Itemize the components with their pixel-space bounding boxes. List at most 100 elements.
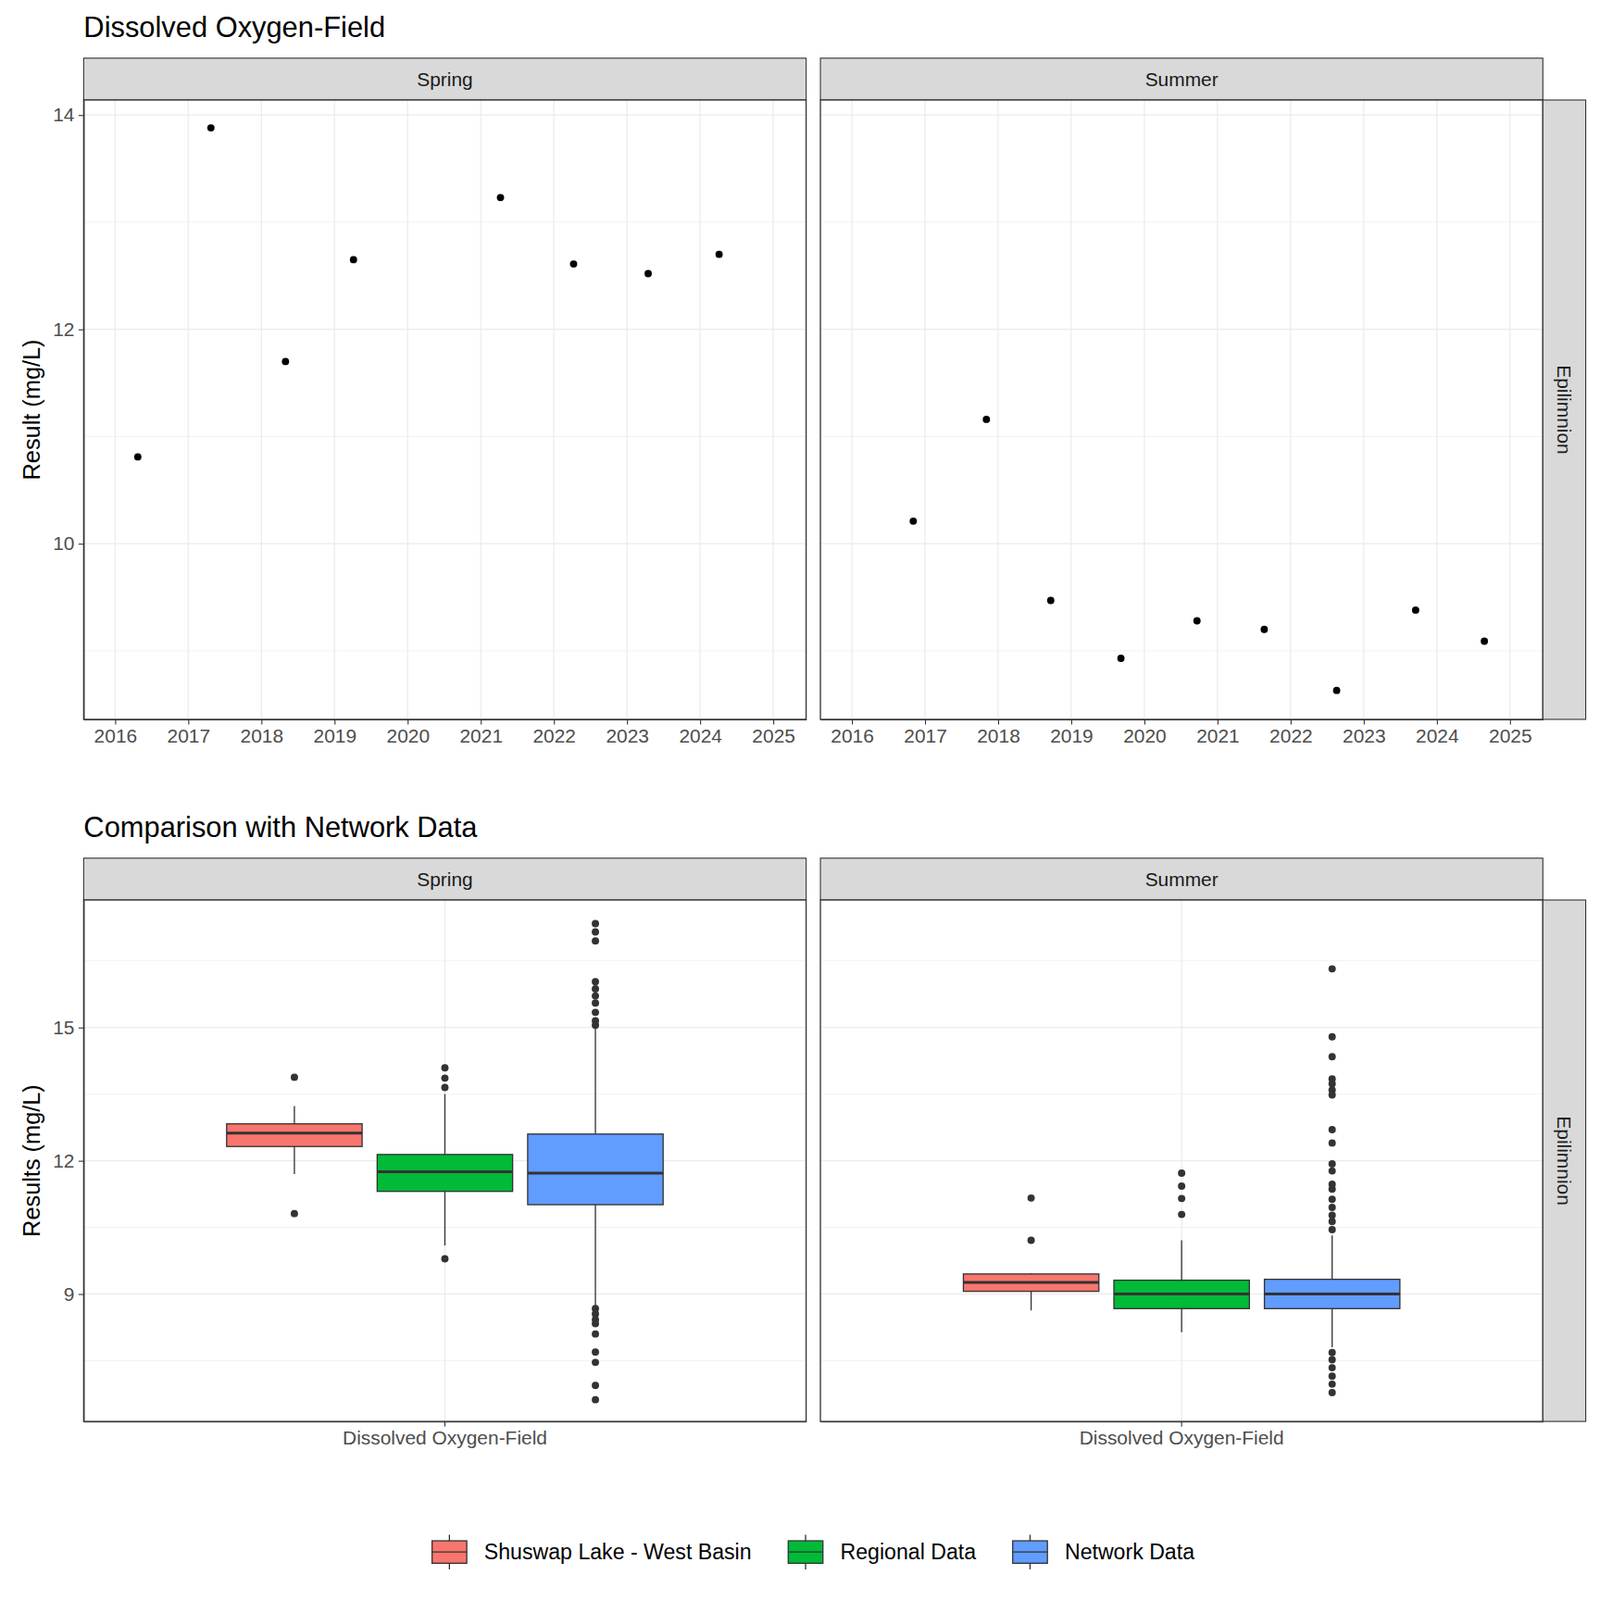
- point: [1412, 606, 1420, 614]
- outlier: [1328, 1225, 1337, 1234]
- tick: Dissolved Oxygen-Field: [1079, 1421, 1285, 1449]
- whisker-lower: [293, 1146, 295, 1175]
- panel-background: [820, 900, 1543, 1422]
- median: [376, 1170, 513, 1174]
- outlier: [591, 1008, 600, 1016]
- legend: Shuswap Lake - West BasinRegional DataNe…: [432, 1534, 1196, 1569]
- legend-item: Shuswap Lake - West Basin: [432, 1534, 752, 1569]
- grid-line: [480, 100, 482, 720]
- y-axis: 91215: [52, 900, 85, 1423]
- grid-line: [114, 100, 116, 720]
- whisker-lower: [444, 1191, 446, 1247]
- outlier: [591, 1320, 600, 1328]
- outlier: [1328, 1091, 1337, 1100]
- grid: [820, 100, 1543, 720]
- panel-border: [820, 100, 1543, 720]
- x-axis: Dissolved Oxygen-Field: [84, 1421, 807, 1449]
- x-axis: 2016201720182019202020212022202320242025: [821, 719, 1544, 747]
- outlier: [1328, 1380, 1337, 1388]
- point: [715, 250, 724, 259]
- outlier: [1328, 1160, 1337, 1168]
- tick-mark: [626, 719, 628, 725]
- tick-mark: [78, 329, 85, 331]
- outlier: [1177, 1182, 1186, 1190]
- outlier: [1328, 1052, 1337, 1061]
- tick-mark: [773, 719, 775, 725]
- outlier: [1328, 1185, 1337, 1193]
- outlier: [591, 999, 600, 1007]
- tick: 2024: [678, 719, 723, 747]
- tick-mark: [187, 719, 189, 725]
- tick-label: 2019: [313, 725, 358, 747]
- chart-title: Dissolved Oxygen-Field: [83, 11, 386, 44]
- outlier: [591, 1330, 600, 1338]
- strip-label: Summer: [1145, 868, 1219, 890]
- outlier: [1328, 1167, 1337, 1175]
- box: [527, 919, 663, 1403]
- whisker-upper: [293, 1106, 295, 1125]
- tick: 2016: [830, 719, 875, 747]
- minor-grid-line: [83, 221, 806, 223]
- panel: Summer2016201720182019202020212022202320…: [820, 58, 1587, 747]
- tick: 12: [52, 318, 84, 340]
- tick-label: 2025: [751, 725, 796, 747]
- box: [376, 1063, 513, 1263]
- tick-mark: [1144, 719, 1146, 725]
- tick: 15: [52, 1016, 84, 1038]
- outlier: [1328, 1356, 1337, 1364]
- tick: 2024: [1415, 719, 1460, 747]
- minor-grid-line: [83, 650, 806, 651]
- tick-label: 2024: [1415, 725, 1460, 747]
- outlier: [441, 1255, 450, 1263]
- tick-label: 2021: [1196, 725, 1240, 747]
- panel-border: [820, 900, 1543, 1422]
- tick-label: 2020: [1123, 725, 1167, 747]
- outlier: [1328, 1217, 1337, 1225]
- tick-label: 10: [52, 532, 75, 554]
- point: [909, 517, 917, 525]
- tick-label: 2016: [830, 725, 875, 747]
- point: [497, 193, 505, 201]
- strip: [83, 858, 806, 900]
- box: [962, 1194, 1099, 1311]
- tick-label: 2023: [605, 725, 650, 747]
- outlier: [1177, 1169, 1186, 1177]
- x-axis: 2016201720182019202020212022202320242025: [84, 719, 807, 747]
- axis-line: [821, 719, 1544, 721]
- tick-mark: [1290, 719, 1292, 725]
- tick-label: 2024: [678, 725, 723, 747]
- panel: Spring1012142016201720182019202020212022…: [52, 58, 807, 747]
- tick: 2020: [386, 719, 430, 747]
- outlier: [1177, 1194, 1186, 1202]
- tick: 2018: [240, 719, 285, 747]
- grid-line: [553, 100, 555, 720]
- grid-line: [83, 114, 806, 116]
- panel: Spring91215Dissolved Oxygen-Field: [52, 858, 807, 1449]
- grid-line: [820, 114, 1543, 116]
- tick: 2019: [1050, 719, 1094, 747]
- chart-title: Comparison with Network Data: [83, 811, 478, 844]
- grid-line: [997, 100, 999, 720]
- tick-mark: [444, 1421, 446, 1427]
- box-body: [1113, 1280, 1250, 1310]
- outlier: [591, 937, 600, 945]
- outlier: [591, 977, 600, 986]
- box-body: [527, 1134, 663, 1205]
- strip-label: Spring: [416, 68, 473, 90]
- tick-mark: [1217, 719, 1219, 725]
- outlier: [1027, 1236, 1036, 1244]
- marks: [909, 415, 1488, 695]
- outlier: [1328, 1033, 1337, 1041]
- point: [1193, 617, 1201, 625]
- tick-mark: [78, 1161, 85, 1163]
- y-axis: 101214: [52, 100, 85, 721]
- tick-label: 15: [52, 1016, 75, 1038]
- legend-label: Shuswap Lake - West Basin: [484, 1539, 752, 1564]
- tick-mark: [1510, 719, 1512, 725]
- tick-label: 2017: [167, 725, 212, 747]
- whisker-upper: [1331, 1235, 1333, 1279]
- point: [350, 256, 358, 264]
- tick-mark: [334, 719, 336, 725]
- tick-mark: [925, 719, 926, 725]
- row-strip-label: Epilimnion: [1553, 1115, 1575, 1206]
